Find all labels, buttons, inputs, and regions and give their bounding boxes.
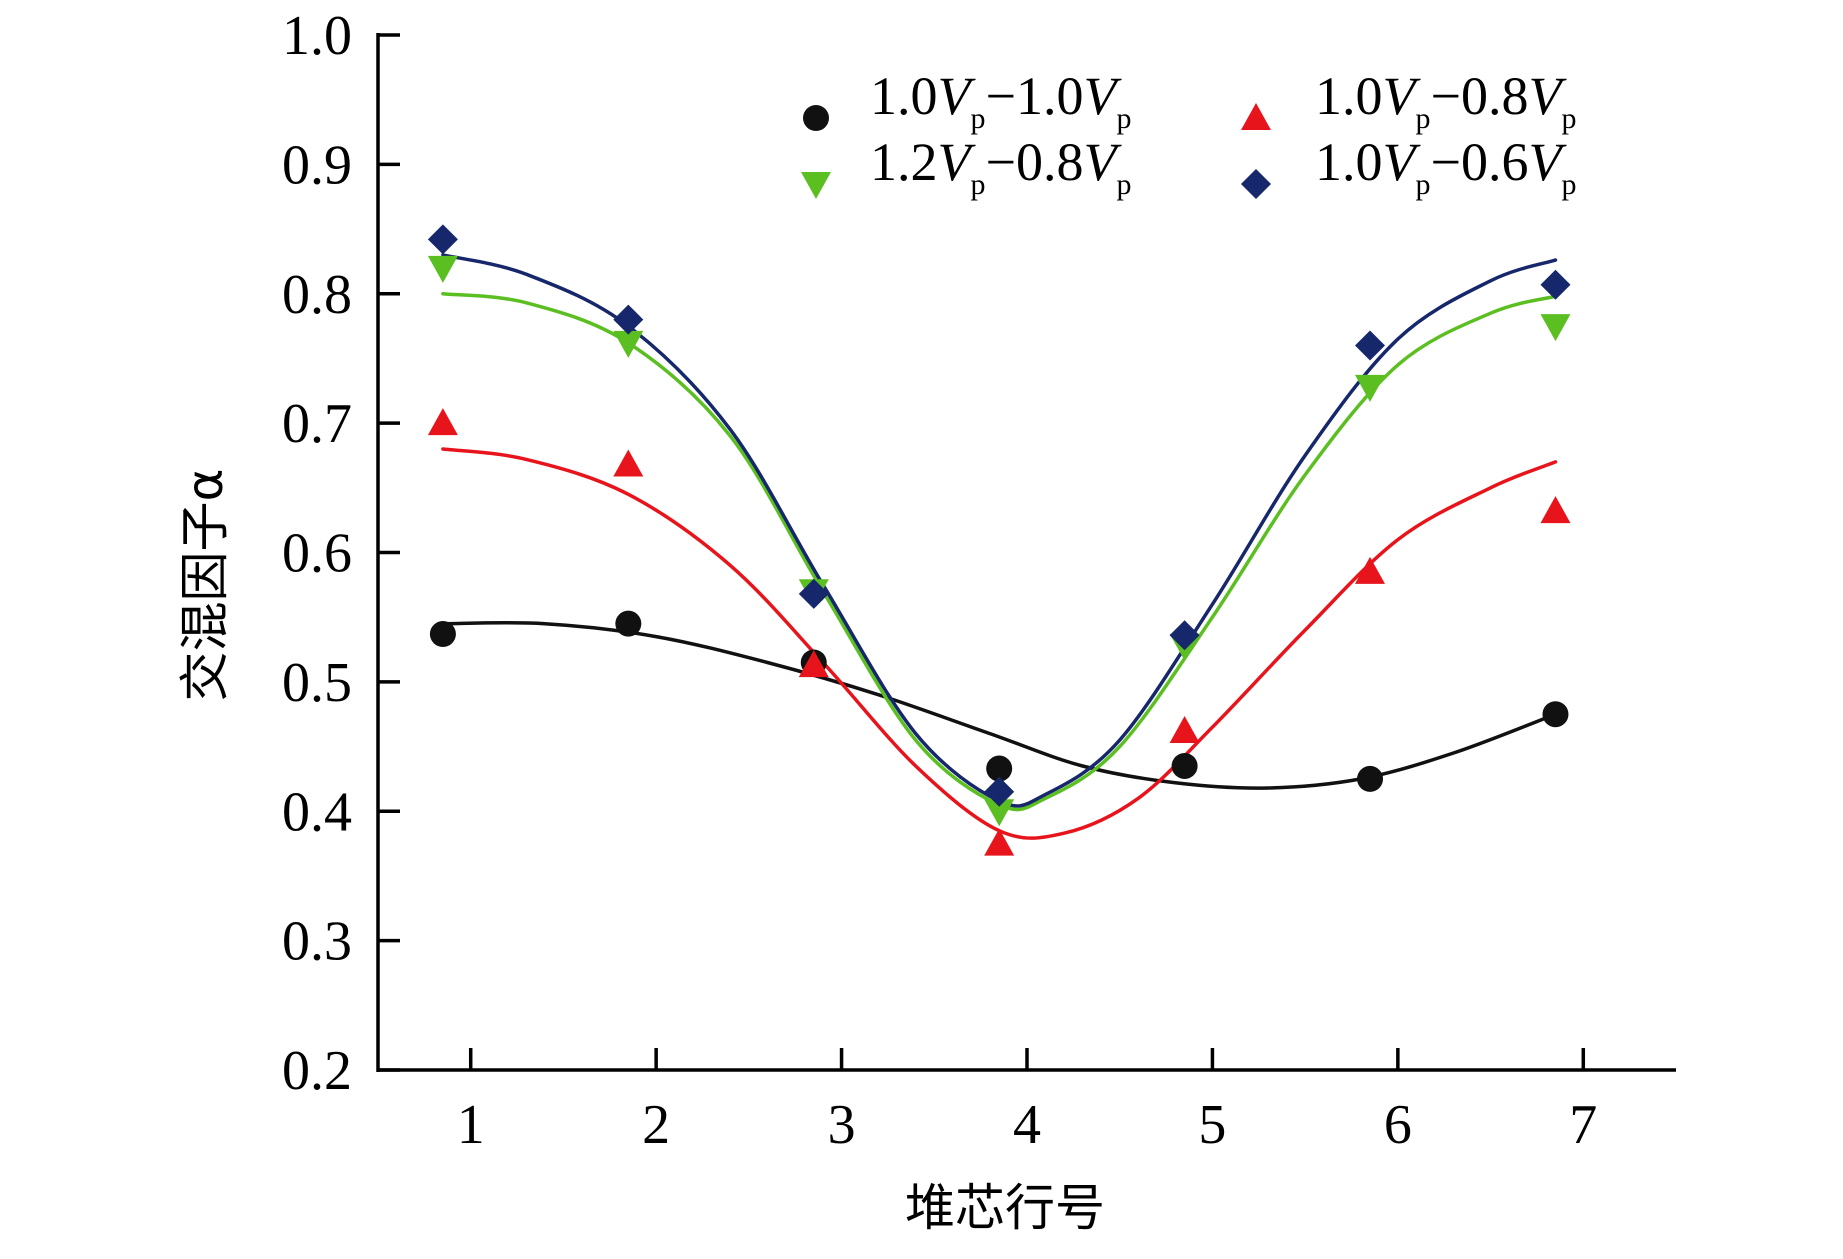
data-point-series-4 — [798, 578, 829, 609]
data-point-series-4 — [984, 776, 1015, 807]
y-tick-label: 0.2 — [282, 1040, 352, 1102]
y-tick-label: 0.8 — [282, 264, 352, 326]
data-point-series-3 — [1355, 374, 1385, 402]
y-axis-label: 交混因子α — [176, 469, 234, 702]
y-tick-label: 1.0 — [282, 5, 352, 67]
y-tick-label: 0.7 — [282, 393, 352, 455]
fit-curve-series-2 — [441, 447, 1558, 840]
legend-marker-series-4 — [1241, 169, 1271, 199]
data-markers — [427, 224, 1571, 856]
data-point-series-3 — [1540, 314, 1571, 342]
data-point-series-4 — [1540, 269, 1571, 300]
legend: 1.0Vp−1.0Vp 1.0Vp−0.8Vp 1.2Vp−0.8Vp 1.0Vp−0… — [801, 66, 1576, 201]
legend-label-series-3: 1.2Vp−0.8Vp — [870, 132, 1131, 201]
data-point-series-2 — [798, 650, 829, 678]
data-point-series-3 — [427, 255, 458, 283]
x-tick-label: 4 — [1013, 1094, 1041, 1156]
data-point-series-3 — [984, 799, 1015, 827]
y-tick-label: 0.4 — [282, 781, 352, 843]
data-point-series-4 — [1169, 620, 1200, 651]
fit-curve-series-3 — [441, 291, 1558, 812]
x-tick-label: 3 — [828, 1094, 856, 1156]
x-axis-label: 堆芯行号 — [905, 1179, 1105, 1237]
fit-curve-series-4 — [441, 253, 1558, 808]
data-point-series-1 — [1171, 752, 1198, 779]
data-point-series-2 — [984, 828, 1015, 856]
y-tick-label: 0.6 — [282, 523, 352, 585]
legend-label-series-1: 1.0Vp−1.0Vp — [870, 66, 1131, 135]
legend-marker-series-1 — [803, 105, 829, 131]
x-tick-label: 2 — [642, 1094, 670, 1156]
x-tick-label: 1 — [457, 1094, 485, 1156]
data-point-series-3 — [613, 330, 644, 358]
data-point-series-4 — [1355, 330, 1385, 361]
y-tick-label: 0.3 — [282, 911, 352, 973]
legend-label-series-4: 1.0Vp−0.6Vp — [1315, 132, 1576, 201]
data-point-series-2 — [427, 408, 458, 436]
data-point-series-2 — [1540, 496, 1571, 524]
data-point-series-2 — [613, 449, 644, 477]
legend-marker-series-2 — [1241, 103, 1271, 130]
data-point-series-1 — [1542, 701, 1569, 728]
x-tick-label: 7 — [1569, 1094, 1597, 1156]
legend-marker-series-3 — [801, 172, 831, 199]
x-tick-label: 6 — [1384, 1094, 1412, 1156]
fit-lines — [441, 253, 1558, 840]
data-point-series-4 — [613, 304, 644, 335]
legend-label-series-2: 1.0Vp−0.8Vp — [1315, 66, 1576, 135]
axes: 0.2 0.3 0.4 0.5 0.6 0.7 0.8 0.9 1.0 1 2 3 4 5 6 7 — [282, 5, 1676, 1156]
data-point-series-4 — [427, 224, 458, 255]
y-tick-label: 0.5 — [282, 652, 352, 714]
x-tick-label: 5 — [1198, 1094, 1226, 1156]
data-point-series-1 — [615, 610, 642, 637]
data-point-series-2 — [1169, 716, 1200, 743]
data-point-series-1 — [986, 755, 1013, 782]
y-tick-label: 0.9 — [282, 134, 352, 196]
data-point-series-2 — [1355, 556, 1385, 584]
data-point-series-1 — [1357, 765, 1384, 792]
data-point-series-1 — [429, 621, 456, 648]
